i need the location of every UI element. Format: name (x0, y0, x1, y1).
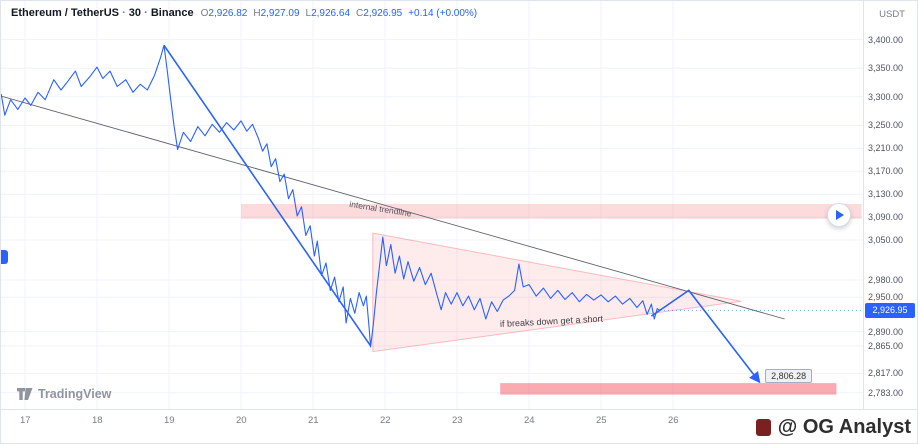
time-axis-label: 20 (236, 415, 247, 426)
price-series-line (1, 44, 661, 348)
price-axis-label: 3,350.00 (868, 63, 904, 74)
tradingview-logo[interactable]: TradingView (17, 387, 111, 401)
watermark-text: @ OG Analyst (777, 416, 911, 438)
low-label: L (305, 7, 312, 19)
time-axis-label: 24 (524, 415, 535, 426)
price-change: +0.14 (+0.00%) (408, 7, 478, 19)
time-axis-divider (1, 409, 917, 410)
price-axis-label: 2,817.00 (868, 368, 904, 379)
price-axis-label: 3,300.00 (868, 91, 904, 102)
price-axis-label: 3,250.00 (868, 120, 904, 131)
time-axis-label: 26 (668, 415, 679, 426)
open-value: 2,926.82 (208, 7, 248, 19)
time-axis-label: 21 (308, 415, 319, 426)
tradingview-logo-text: TradingView (38, 387, 112, 401)
title-separator: · (122, 7, 126, 19)
price-axis-label: 3,130.00 (868, 189, 904, 200)
open-label: O (200, 7, 209, 19)
interval-label[interactable]: 30 (128, 7, 142, 19)
close-value: 2,926.95 (363, 7, 403, 19)
tradingview-logo-icon (17, 387, 33, 400)
time-axis-label: 17 (20, 415, 31, 426)
target-price-label: 2,806.28 (765, 369, 813, 384)
watermark-logo-icon (755, 419, 771, 436)
time-axis-label: 25 (596, 415, 607, 426)
ohlc-values: O2,926.82 H2,927.09 L2,926.64 C2,926.95 … (201, 8, 478, 19)
time-axis-label: 19 (164, 415, 175, 426)
quote-currency-label[interactable]: USDT (879, 9, 905, 20)
price-axis[interactable]: 2,926.95 3,400.00 3,350.00 3,300.00 3,250.0… (864, 1, 917, 409)
price-axis-label: 2,865.00 (868, 340, 904, 351)
scroll-right-button[interactable] (827, 203, 851, 227)
projection-arrow-drawing[interactable] (650, 289, 761, 384)
price-axis-label: 2,783.00 (868, 387, 904, 398)
symbol-info-bar: Ethereum / TetherUS · 30 · Binance O2,92… (11, 7, 477, 19)
trendline-drawing[interactable] (163, 44, 372, 347)
price-axis-divider (863, 1, 864, 409)
internal-trendline-drawing[interactable] (1, 95, 785, 320)
exchange-label: Binance (150, 7, 194, 19)
support-zone[interactable] (500, 383, 837, 395)
left-edge-marker (1, 250, 8, 264)
play-arrow-icon (836, 210, 844, 220)
price-axis-label: 3,210.00 (868, 143, 904, 154)
high-label: H (253, 7, 261, 19)
title-separator: · (144, 7, 148, 19)
low-value: 2,926.64 (311, 7, 351, 19)
high-value: 2,927.09 (260, 7, 300, 19)
current-price-badge: 2,926.95 (865, 302, 915, 318)
triangle-pattern-drawing[interactable] (372, 232, 742, 353)
symbol-button[interactable]: Ethereum / TetherUS · 30 · Binance (11, 7, 194, 19)
price-axis-label: 3,170.00 (868, 166, 904, 177)
resistance-zone[interactable] (241, 203, 862, 219)
price-axis-label: 3,050.00 (868, 234, 904, 245)
time-axis-label: 18 (92, 415, 103, 426)
close-label: C (356, 7, 364, 19)
time-axis-label: 22 (380, 415, 391, 426)
author-watermark: @ OG Analyst (755, 416, 911, 439)
price-axis-label: 2,950.00 (868, 292, 904, 303)
price-axis-label: 3,090.00 (868, 212, 904, 223)
price-axis-label: 2,890.00 (868, 326, 904, 337)
price-axis-label: 3,400.00 (868, 34, 904, 45)
symbol-name: Ethereum / TetherUS (11, 7, 119, 19)
time-axis-label: 23 (452, 415, 463, 426)
price-axis-label: 2,980.00 (868, 275, 904, 286)
